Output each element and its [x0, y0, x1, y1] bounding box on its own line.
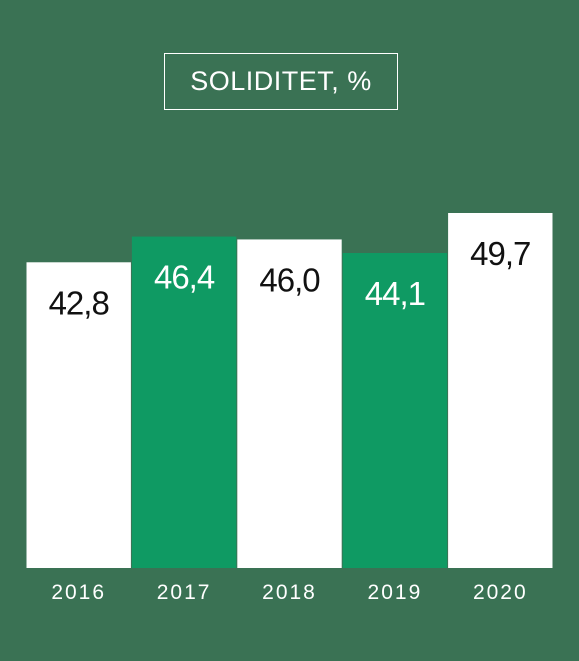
bar-2020 — [448, 213, 553, 568]
value-label-2020: 49,7 — [470, 235, 530, 272]
value-label-2018: 46,0 — [259, 261, 320, 298]
value-label-2017: 46,4 — [154, 259, 215, 296]
bar-2016 — [26, 262, 131, 568]
bars-group — [26, 213, 553, 569]
value-label-2019: 44,1 — [365, 275, 425, 312]
value-labels-group: 42,8 46,4 46,0 44,1 49,7 — [49, 235, 532, 321]
x-tick-2016: 2016 — [51, 581, 106, 604]
x-tick-2018: 2018 — [262, 581, 317, 604]
chart-title: SOLIDITET, % — [164, 53, 398, 110]
bar-2018 — [237, 239, 342, 568]
bar-2019 — [342, 253, 448, 568]
value-label-2016: 42,8 — [49, 284, 109, 321]
x-tick-2020: 2020 — [473, 581, 528, 604]
x-tick-labels-group: 2016 2017 2018 2019 2020 — [51, 581, 528, 604]
x-tick-2017: 2017 — [157, 581, 212, 604]
x-tick-2019: 2019 — [368, 581, 423, 604]
bar-2017 — [131, 236, 237, 569]
